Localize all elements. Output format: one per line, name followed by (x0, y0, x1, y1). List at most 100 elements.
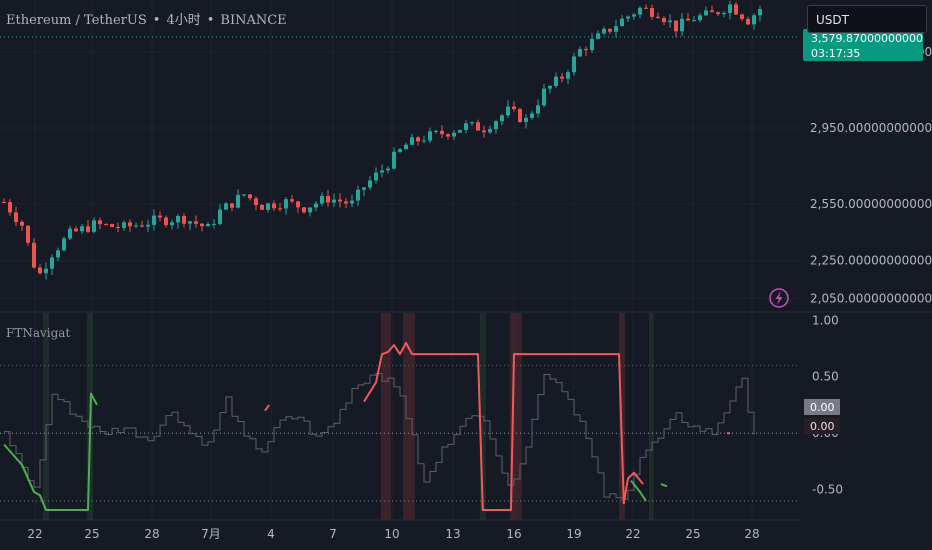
candle-body (620, 18, 624, 27)
candle-body (458, 129, 462, 133)
osc-value-label-2 (804, 418, 840, 434)
time-axis-label: 10 (384, 527, 399, 541)
candle-body (224, 203, 228, 210)
candle-body (338, 199, 342, 202)
candle-body (356, 189, 360, 201)
candle-body (740, 14, 744, 19)
signal-band-green (649, 313, 654, 520)
candle-body (584, 49, 588, 51)
current-price: 3,579.87000000000 (811, 32, 923, 45)
time-axis-label: 16 (506, 527, 521, 541)
price-badge (803, 29, 923, 61)
time-axis-label: 28 (144, 527, 159, 541)
osc-axis-label: 0.50 (812, 370, 839, 384)
candle-body (602, 28, 606, 34)
grid (0, 0, 800, 520)
candle-body (176, 215, 180, 223)
candle-body (632, 14, 636, 17)
candle-body (68, 228, 72, 239)
candle-body (560, 76, 564, 79)
candle-body (650, 8, 654, 17)
candle-body (572, 56, 576, 73)
candle-body (230, 203, 234, 208)
candle-body (638, 7, 642, 15)
osc-axis-label: 1.00 (812, 313, 839, 327)
lightning-icon[interactable] (769, 288, 789, 308)
price-axis-label: 2,250.000000000000 (810, 254, 932, 268)
candle-body (344, 201, 348, 204)
candle-body (194, 221, 198, 224)
candle-body (518, 109, 522, 122)
candle-body (566, 72, 570, 79)
candle-body (110, 224, 114, 227)
time-axis-label: 25 (685, 527, 700, 541)
candle-body (608, 28, 612, 32)
currency-selector[interactable]: USDT (807, 5, 927, 33)
candle-body (92, 220, 96, 232)
candle-body (698, 15, 702, 21)
candle-body (302, 207, 306, 213)
candle-body (752, 15, 756, 25)
time-axis-label: 19 (566, 527, 581, 541)
candle-body (728, 4, 732, 13)
candle-body (248, 194, 252, 199)
price-candles (2, 0, 762, 280)
price-axis-label: 2,950.000000000000 (810, 121, 932, 135)
signal-bands (43, 313, 654, 520)
bull-signal-line (630, 480, 647, 502)
candle-body (212, 223, 216, 225)
candle-body (410, 137, 414, 145)
candle-body (374, 172, 378, 181)
candle-body (314, 203, 318, 208)
chart-symbol-title: Ethereum / TetherUS • 4小时 • BINANCE (6, 13, 287, 28)
osc-value-label-1 (804, 399, 840, 415)
signal-band-green (43, 313, 49, 520)
candle-body (242, 194, 246, 196)
candle-body (50, 257, 54, 269)
candle-body (380, 170, 384, 173)
candle-body (536, 105, 540, 114)
price-axis-label: 2,550.000000000000 (810, 197, 932, 211)
time-axis-label: 22 (625, 527, 640, 541)
candle-body (74, 228, 78, 232)
candle-body (20, 221, 24, 226)
candle-body (428, 131, 432, 141)
candle-body (122, 222, 126, 228)
candle-body (206, 223, 210, 227)
candle-body (446, 134, 450, 137)
candle-body (626, 16, 630, 19)
candle-body (476, 122, 480, 131)
candle-body (512, 106, 516, 110)
candle-body (320, 195, 324, 204)
time-axis-label: 7月 (201, 527, 221, 541)
candle-body (104, 224, 108, 226)
candle-body (326, 195, 330, 203)
time-axis-label: 22 (27, 527, 42, 541)
candle-body (596, 33, 600, 39)
bar-countdown: 03:17:35 (811, 47, 860, 60)
candle-body (398, 149, 402, 152)
candle-body (254, 198, 258, 206)
candle-body (44, 268, 48, 274)
candle-body (368, 180, 372, 188)
candle-body (716, 12, 720, 15)
time-axis-label: 7 (329, 527, 337, 541)
candle-body (710, 10, 714, 13)
candle-body (290, 199, 294, 202)
oscillator (3, 341, 755, 511)
candle-body (62, 238, 66, 251)
candle-body (170, 222, 174, 226)
oscillator-line (4, 372, 755, 500)
bull-signal-line (660, 483, 668, 488)
candle-body (404, 144, 408, 150)
candle-body (86, 226, 90, 232)
candle-body (188, 221, 192, 224)
candle-body (692, 20, 696, 22)
candle-body (278, 208, 282, 210)
candle-body (668, 20, 672, 23)
candle-body (746, 18, 750, 25)
candle-body (116, 226, 120, 228)
candle-body (332, 199, 336, 203)
candle-body (38, 267, 42, 274)
